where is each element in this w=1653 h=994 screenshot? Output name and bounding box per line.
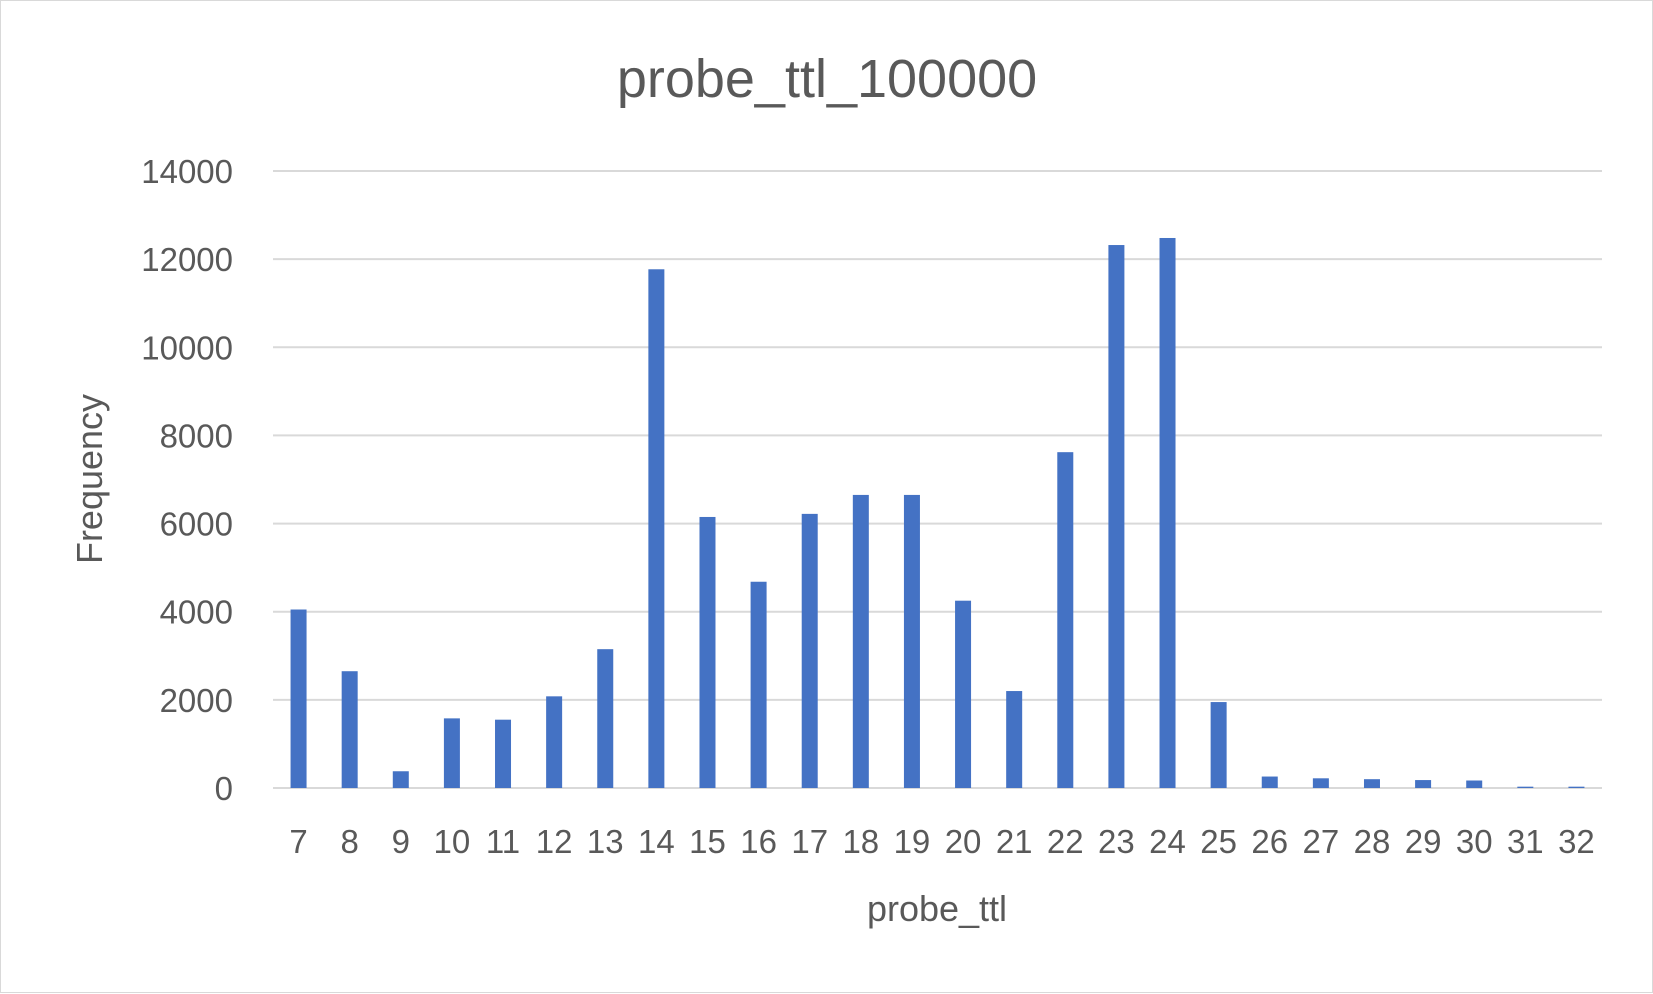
x-tick-label: 29 (1405, 823, 1442, 860)
bar (341, 671, 358, 788)
bars (290, 237, 1585, 789)
bar (801, 513, 818, 788)
x-tick-label: 30 (1456, 823, 1493, 860)
y-tick-label: 14000 (141, 153, 233, 190)
x-tick-label: 10 (434, 823, 471, 860)
bar (392, 771, 409, 788)
bar (750, 581, 767, 788)
x-tick-label: 24 (1149, 823, 1186, 860)
x-tick-label: 8 (340, 823, 358, 860)
y-axis-label: Frequency (69, 394, 110, 564)
chart-title: probe_ttl_100000 (617, 49, 1037, 109)
x-tick-label: 25 (1200, 823, 1237, 860)
x-tick-label: 14 (638, 823, 675, 860)
x-tick-label: 7 (289, 823, 307, 860)
bar (955, 600, 972, 788)
bar (1517, 786, 1534, 788)
x-tick-label: 28 (1354, 823, 1391, 860)
bar (1006, 691, 1023, 788)
bar (852, 494, 869, 788)
x-tick-label: 16 (740, 823, 777, 860)
x-axis-label: probe_ttl (867, 888, 1007, 929)
x-axis-ticks: 7 8 9 10 11 12 13 14 15 16 17 18 19 20 21 22 23 24 25 26 27 2… (289, 823, 1594, 860)
y-tick-label: 4000 (160, 594, 233, 631)
x-tick-label: 23 (1098, 823, 1135, 860)
bar (290, 609, 307, 788)
bar (1057, 452, 1074, 788)
x-tick-label: 15 (689, 823, 726, 860)
bar (546, 696, 563, 788)
bar (1108, 245, 1125, 789)
x-tick-label: 12 (536, 823, 573, 860)
y-tick-label: 8000 (160, 417, 233, 454)
bar (1159, 237, 1176, 788)
bar (1210, 702, 1227, 788)
bar (1568, 786, 1585, 788)
x-tick-label: 26 (1251, 823, 1288, 860)
bar (1466, 780, 1483, 788)
bar (1415, 780, 1432, 788)
gridlines (273, 170, 1602, 789)
y-axis-ticks: 0 2000 4000 6000 8000 10000 12000 14000 (141, 153, 233, 807)
x-tick-label: 13 (587, 823, 624, 860)
y-tick-label: 12000 (141, 241, 233, 278)
x-tick-label: 27 (1303, 823, 1340, 860)
x-tick-label: 20 (945, 823, 982, 860)
x-tick-label: 21 (996, 823, 1033, 860)
bar (597, 649, 614, 788)
x-tick-label: 9 (392, 823, 410, 860)
x-tick-label: 11 (486, 823, 520, 860)
x-tick-label: 22 (1047, 823, 1084, 860)
bar (1312, 778, 1329, 788)
bar (443, 718, 460, 788)
bar (1261, 776, 1278, 788)
bar (699, 516, 716, 788)
y-tick-label: 0 (215, 770, 233, 807)
bar (903, 494, 920, 788)
y-tick-label: 10000 (141, 329, 233, 366)
bar (495, 719, 512, 788)
x-tick-label: 17 (791, 823, 828, 860)
bar (1363, 779, 1380, 788)
y-tick-label: 6000 (160, 506, 233, 543)
x-tick-label: 18 (842, 823, 879, 860)
bar (648, 269, 665, 788)
x-tick-label: 32 (1558, 823, 1595, 860)
y-tick-label: 2000 (160, 682, 233, 719)
x-tick-label: 31 (1507, 823, 1544, 860)
x-tick-label: 19 (894, 823, 931, 860)
